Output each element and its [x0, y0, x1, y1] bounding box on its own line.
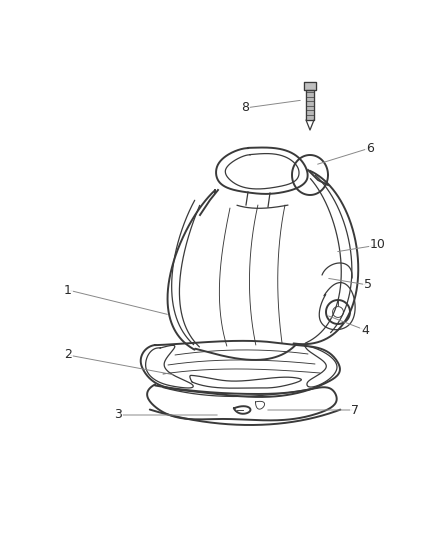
Text: 4: 4	[361, 324, 369, 336]
Text: 3: 3	[114, 408, 122, 422]
Text: 7: 7	[351, 403, 359, 416]
Text: 6: 6	[366, 141, 374, 155]
Text: 1: 1	[64, 284, 72, 296]
Text: 8: 8	[241, 101, 249, 115]
Text: 2: 2	[64, 349, 72, 361]
Polygon shape	[304, 82, 316, 90]
Text: 10: 10	[370, 238, 386, 252]
Text: 5: 5	[364, 279, 372, 292]
Polygon shape	[306, 90, 314, 120]
